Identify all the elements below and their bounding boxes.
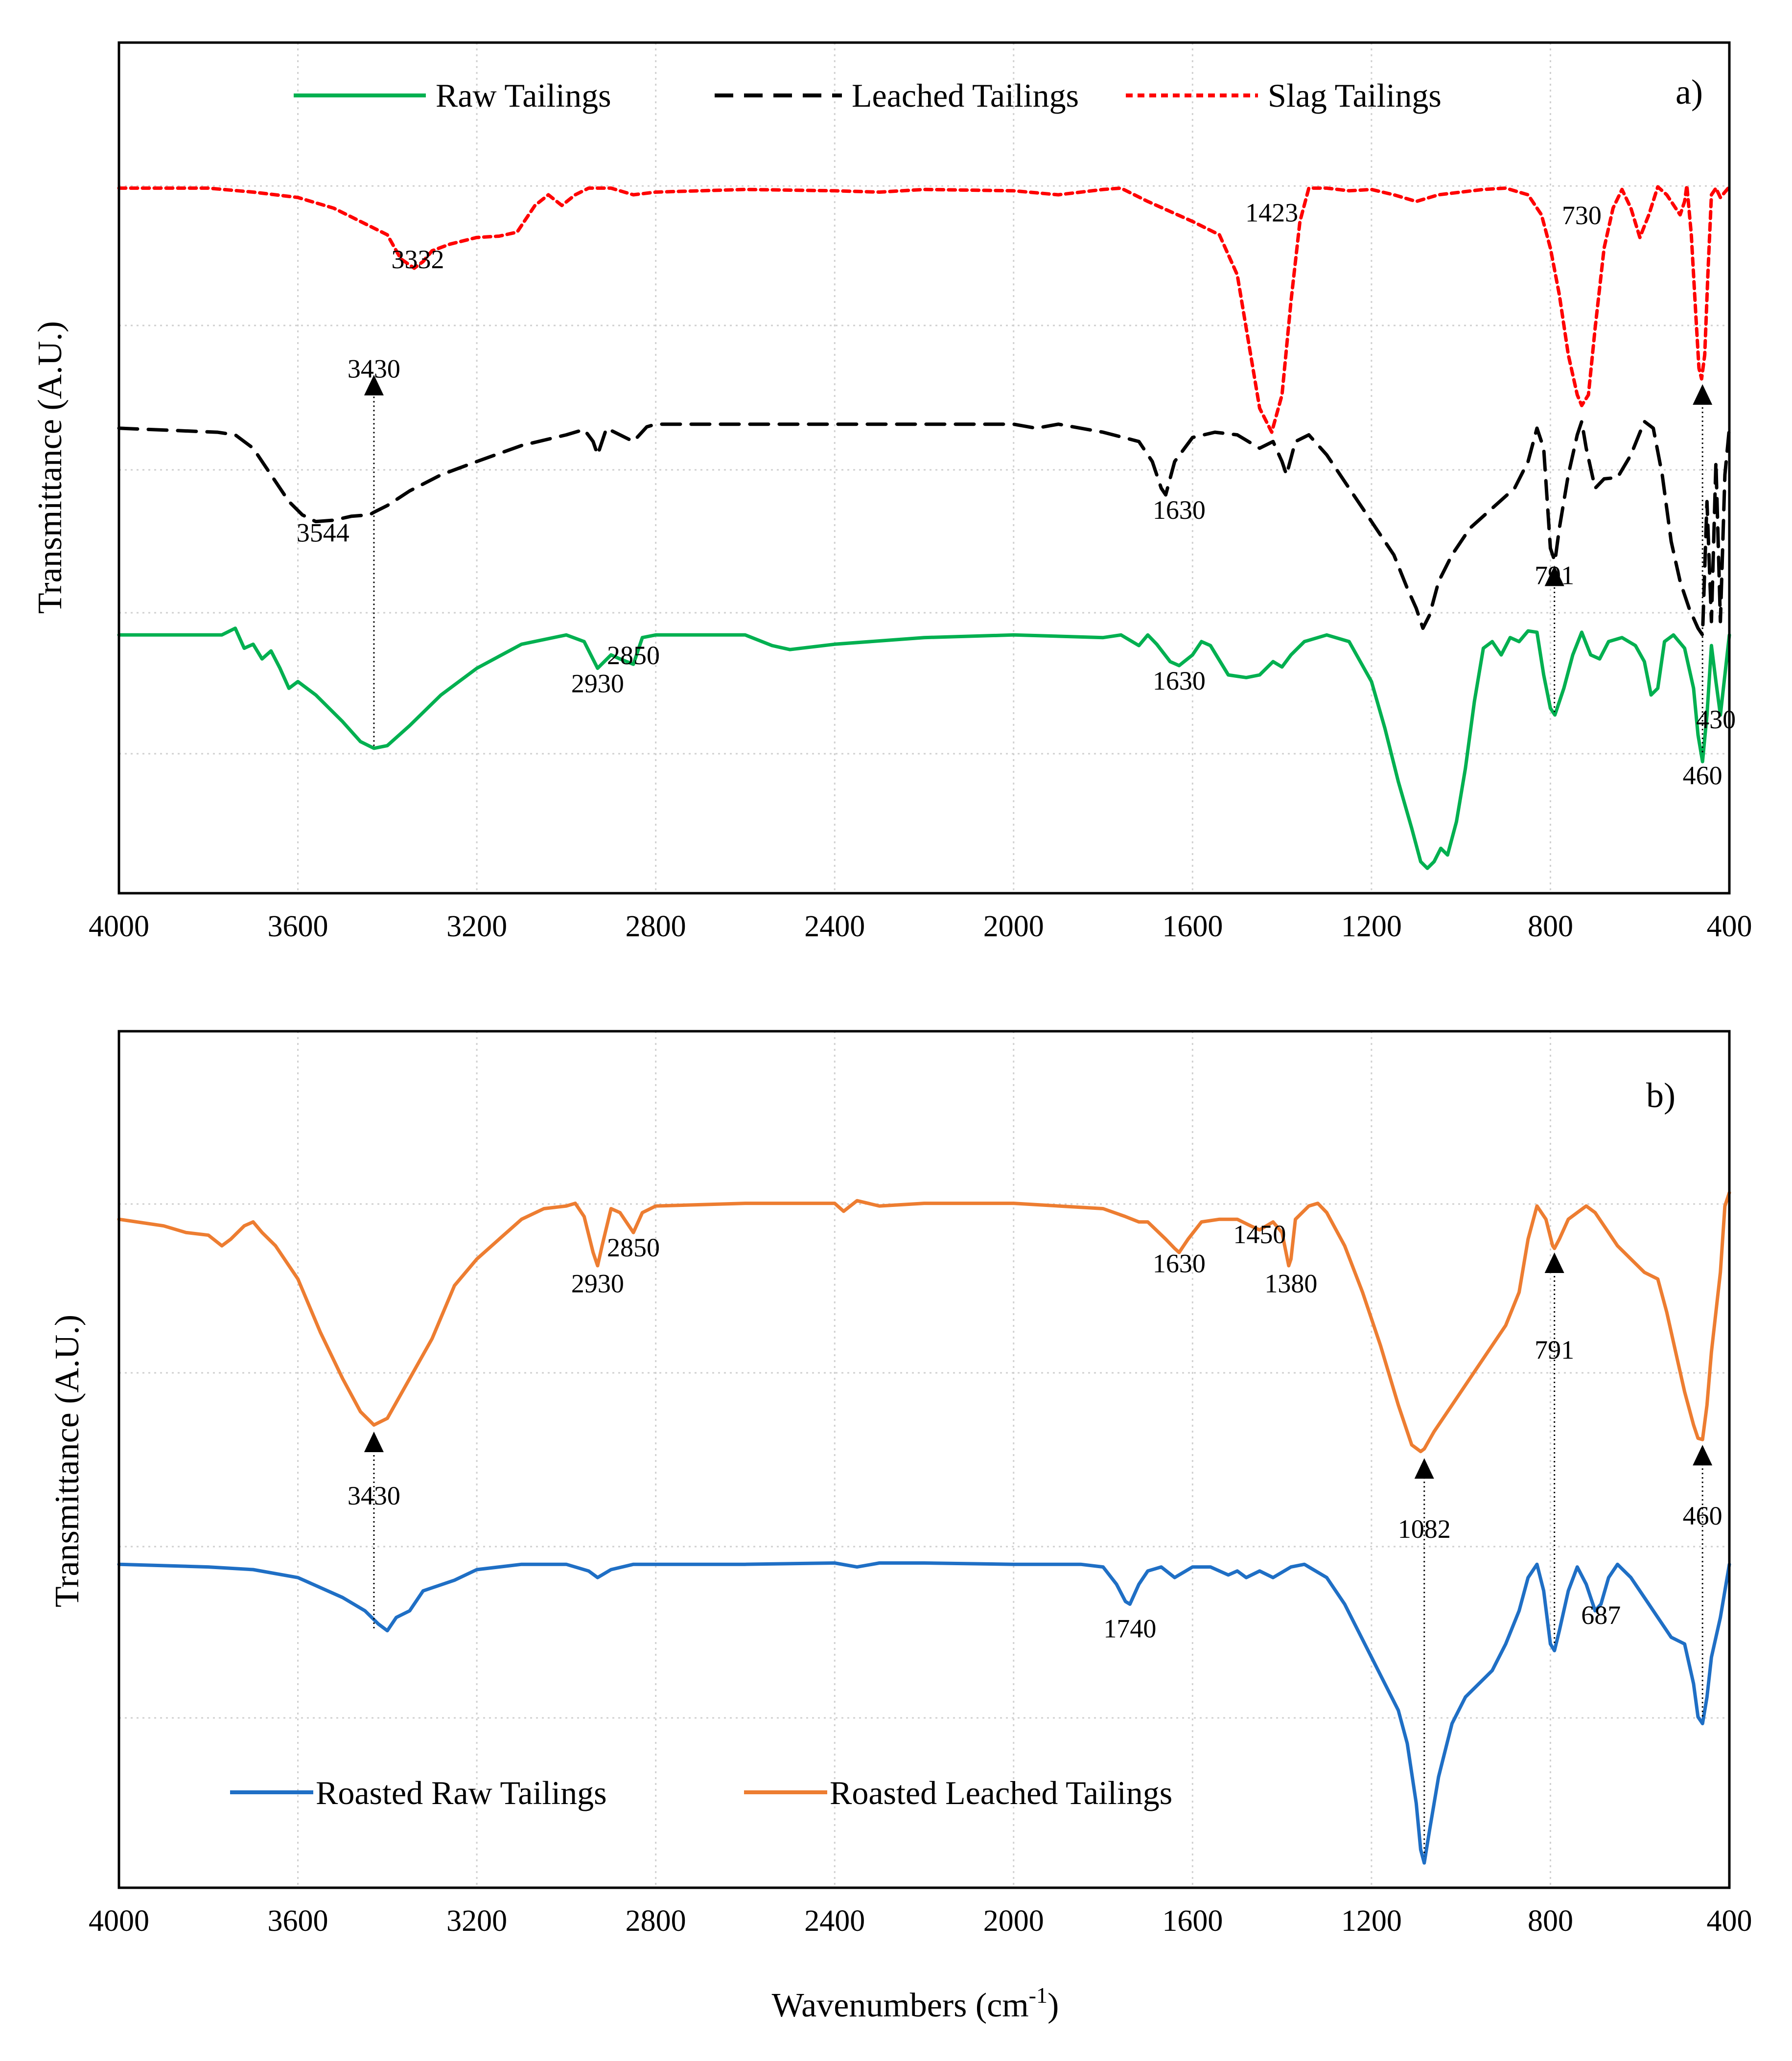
peak-label: 460 <box>1683 761 1722 790</box>
panel-a-frame <box>117 41 1731 895</box>
legend-label: Roasted Leached Tailings <box>830 1774 1172 1811</box>
series-line-raw-tailings <box>117 626 1731 870</box>
peak-label: 1082 <box>1398 1514 1451 1544</box>
peak-label: 1630 <box>1153 1249 1206 1278</box>
x-axis-label-main: Wavenumbers (cm <box>772 1987 1029 2024</box>
series-line-slag-tailings <box>117 184 1731 434</box>
series-line-leached-tailings <box>117 419 1731 637</box>
peak-label: 1380 <box>1264 1269 1317 1298</box>
x-tick-label: 2800 <box>626 910 686 943</box>
peak-label: 1630 <box>1153 495 1206 525</box>
x-tick-label: 4000 <box>89 910 149 943</box>
x-axis-label: Wavenumbers (cm-1) <box>772 1983 1059 2024</box>
panel-b-label: b) <box>1646 1076 1676 1115</box>
peak-arrow-icon <box>1693 384 1713 405</box>
peak-label: 2850 <box>607 1233 660 1262</box>
x-tick-label: 1200 <box>1341 910 1402 943</box>
x-tick-label: 3200 <box>446 910 507 943</box>
series-line-roasted-leached-tailings <box>117 1191 1731 1454</box>
peak-label: 3430 <box>348 1481 400 1510</box>
peak-label: 1450 <box>1233 1220 1286 1249</box>
x-tick-label: 2400 <box>804 1904 865 1938</box>
panel-b-legend: Roasted Raw Tailings Roasted Leached Tail… <box>230 1774 1172 1811</box>
peak-label: 2930 <box>571 669 624 698</box>
panel-b-frame <box>117 1030 1731 1889</box>
panel-b-guides <box>364 1252 1713 1856</box>
x-tick-label: 2800 <box>626 1904 686 1938</box>
peak-label: 3430 <box>348 354 400 383</box>
peak-arrow-icon <box>364 1432 384 1453</box>
peak-arrow-icon <box>1544 565 1564 586</box>
panel-a-legend: Raw Tailings Leached Tailings Slag Tailing… <box>294 77 1442 114</box>
peak-label: 687 <box>1581 1600 1621 1630</box>
x-tick-label: 800 <box>1528 910 1573 943</box>
peak-label: 1423 <box>1245 198 1298 228</box>
x-tick-label: 2400 <box>804 910 865 943</box>
peak-arrow-icon <box>1544 1252 1564 1273</box>
panel-a-series <box>117 184 1731 870</box>
legend-label: Leached Tailings <box>852 77 1079 114</box>
peak-label: 460 <box>1683 1501 1722 1530</box>
legend-label: Roasted Raw Tailings <box>316 1774 607 1811</box>
peak-label: 2930 <box>571 1269 624 1298</box>
panel-a-x-axis: 4000 3600 3200 2800 2400 2000 1600 1200 800 400 <box>89 910 1752 943</box>
x-tick-label: 3200 <box>446 1904 507 1938</box>
x-tick-label: 1600 <box>1162 910 1223 943</box>
x-tick-label: 1200 <box>1341 1904 1402 1938</box>
series-line-roasted-raw-tailings <box>117 1561 1731 1865</box>
panel-b: 2930 2850 1630 1450 1380 3430 791 1082 460 1740 68… <box>48 1030 1752 1938</box>
peak-label: 1630 <box>1153 666 1206 695</box>
peak-label: 791 <box>1535 561 1574 590</box>
panel-a-label: a) <box>1676 72 1703 112</box>
panel-a-guides <box>364 374 1713 755</box>
peak-label: 730 <box>1562 201 1602 230</box>
peak-label: 3544 <box>297 518 349 548</box>
panel-b-x-axis: 4000 3600 3200 2800 2400 2000 1600 1200 800 400 <box>89 1904 1752 1938</box>
x-tick-label: 800 <box>1528 1904 1573 1938</box>
panel-b-series <box>117 1191 1731 1865</box>
peak-label: 791 <box>1535 1335 1574 1365</box>
panel-b-y-axis-label: Transmittance (A.U.) <box>48 1315 86 1607</box>
peak-label: 1740 <box>1103 1614 1156 1643</box>
x-axis-label-close: ) <box>1047 1987 1059 2024</box>
panel-a-gridlines <box>119 43 1729 893</box>
x-tick-label: 3600 <box>268 1904 328 1938</box>
x-axis-label-superscript: -1 <box>1029 1983 1047 2008</box>
legend-label: Raw Tailings <box>436 77 611 114</box>
legend-label: Slag Tailings <box>1268 77 1442 114</box>
peak-arrow-icon <box>364 374 384 395</box>
panel-b-annotations: 2930 2850 1630 1450 1380 3430 791 1082 460 1740 68… <box>348 1220 1722 1643</box>
peak-arrow-icon <box>1693 1445 1713 1466</box>
panel-a-y-axis-label: Transmittance (A.U.) <box>31 321 69 614</box>
panel-b-gridlines <box>119 1031 1729 1888</box>
x-tick-label: 400 <box>1707 910 1752 943</box>
x-tick-label: 400 <box>1707 1904 1752 1938</box>
x-tick-label: 4000 <box>89 1904 149 1938</box>
peak-label: 3332 <box>391 245 444 274</box>
peak-arrow-icon <box>1414 1458 1434 1479</box>
x-tick-label: 1600 <box>1162 1904 1223 1938</box>
x-tick-label: 2000 <box>983 910 1044 943</box>
x-tick-label: 2000 <box>983 1904 1044 1938</box>
x-tick-label: 3600 <box>268 910 328 943</box>
peak-label: 2850 <box>607 641 660 670</box>
